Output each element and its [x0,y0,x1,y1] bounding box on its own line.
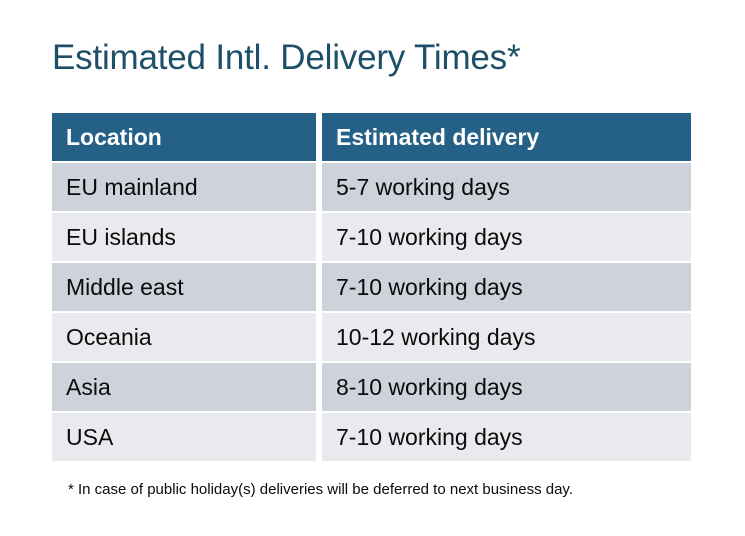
table-row: Middle east 7-10 working days [52,263,691,311]
cell-location: EU islands [52,213,316,261]
column-header-estimated-delivery: Estimated delivery [322,113,691,161]
table-row: USA 7-10 working days [52,413,691,461]
cell-estimated-delivery: 7-10 working days [322,263,691,311]
cell-estimated-delivery: 7-10 working days [322,413,691,461]
cell-estimated-delivery: 7-10 working days [322,213,691,261]
cell-estimated-delivery: 10-12 working days [322,313,691,361]
cell-location: USA [52,413,316,461]
cell-estimated-delivery: 8-10 working days [322,363,691,411]
cell-location: Middle east [52,263,316,311]
cell-estimated-delivery: 5-7 working days [322,163,691,211]
table-row: EU mainland 5-7 working days [52,163,691,211]
cell-location: EU mainland [52,163,316,211]
table-header-row: Location Estimated delivery [52,113,691,161]
cell-location: Oceania [52,313,316,361]
estimated-delivery-table: Location Estimated delivery EU mainland … [52,113,691,461]
table-row: Asia 8-10 working days [52,363,691,411]
cell-location: Asia [52,363,316,411]
column-header-location: Location [52,113,316,161]
footnote-text: * In case of public holiday(s) deliverie… [68,481,573,498]
page-title: Estimated Intl. Delivery Times* [52,38,521,77]
table-row: EU islands 7-10 working days [52,213,691,261]
table-row: Oceania 10-12 working days [52,313,691,361]
